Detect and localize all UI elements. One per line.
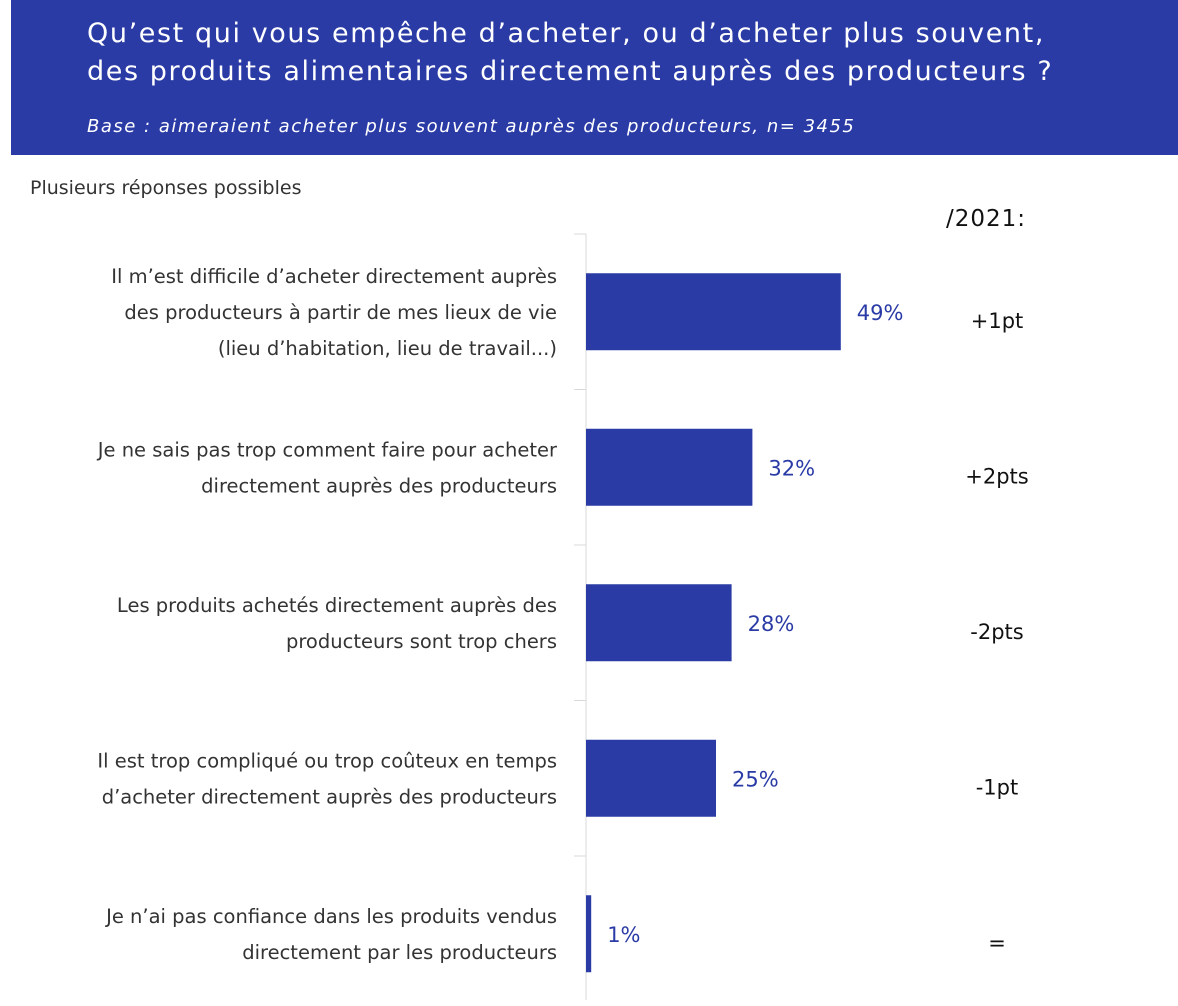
- comparison-year-header: /2021:: [946, 206, 1027, 232]
- category-label: Je n’ai pas confiance dans les produits …: [104, 905, 557, 928]
- category-label: directement auprès des producteurs: [201, 474, 557, 497]
- bar: [586, 273, 841, 351]
- category-label: directement par les producteurs: [242, 941, 557, 964]
- category-label: (lieu d’habitation, lieu de travail...): [218, 337, 557, 360]
- delta-vs-2021-label: -2pts: [970, 620, 1023, 644]
- category-label: des producteurs à partir de mes lieux de…: [124, 301, 557, 324]
- chart-subtitle: Base : aimeraient acheter plus souvent a…: [87, 116, 856, 137]
- value-label: 32%: [768, 456, 815, 480]
- value-label: 25%: [732, 767, 779, 791]
- delta-vs-2021-label: +1pt: [971, 309, 1024, 333]
- value-label: 28%: [748, 612, 795, 636]
- category-label: Il est trop compliqué ou trop coûteux en…: [97, 749, 557, 772]
- delta-vs-2021-label: +2pts: [965, 464, 1028, 488]
- bar: [586, 895, 592, 973]
- delta-vs-2021-label: -1pt: [976, 775, 1019, 799]
- chart-title-line-1: Qu’est qui vous empêche d’acheter, ou d’…: [87, 18, 1046, 49]
- bar: [586, 428, 753, 506]
- category-label: Il m’est difficile d’acheter directement…: [111, 265, 557, 288]
- bar: [586, 584, 732, 662]
- category-label: Les produits achetés directement auprès …: [117, 594, 557, 617]
- chart-title-line-2: des produits alimentaires directement au…: [87, 56, 1054, 87]
- category-label: Je ne sais pas trop comment faire pour a…: [96, 438, 558, 461]
- multiple-answers-note: Plusieurs réponses possibles: [30, 177, 302, 199]
- value-label: 49%: [857, 301, 904, 325]
- category-label: d’acheter directement auprès des product…: [102, 785, 557, 808]
- value-label: 1%: [607, 923, 640, 947]
- bar: [586, 739, 716, 817]
- delta-vs-2021-label: =: [988, 931, 1006, 955]
- category-label: producteurs sont trop chers: [286, 630, 557, 653]
- header-banner: Qu’est qui vous empêche d’acheter, ou d’…: [11, 0, 1178, 155]
